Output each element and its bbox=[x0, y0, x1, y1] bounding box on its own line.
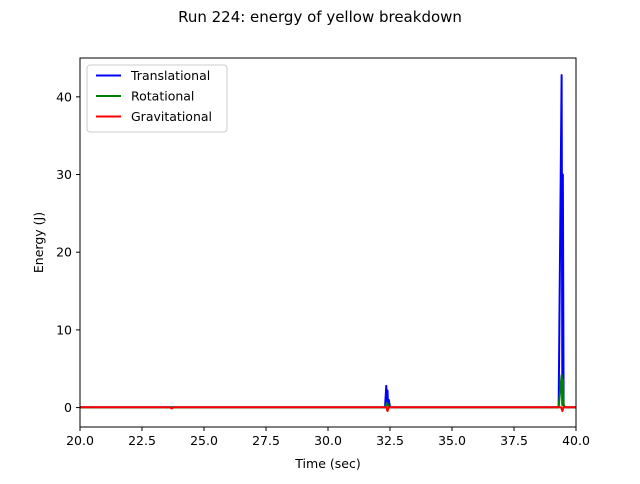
y-tick-label: 30 bbox=[56, 167, 72, 182]
y-axis: 0 10 20 30 40 bbox=[56, 89, 80, 415]
x-tick-label: 37.5 bbox=[500, 433, 528, 448]
y-tick-label: 0 bbox=[64, 400, 72, 415]
y-axis-label: Energy (J) bbox=[31, 212, 46, 273]
y-tick-label: 40 bbox=[56, 89, 72, 104]
legend: Translational Rotational Gravitational bbox=[86, 64, 228, 133]
x-tick-label: 30.0 bbox=[314, 433, 342, 448]
y-tick-label: 10 bbox=[56, 322, 72, 337]
legend-box bbox=[86, 64, 228, 133]
series-layer bbox=[80, 74, 576, 413]
x-tick-label: 32.5 bbox=[376, 433, 404, 448]
series-line-2 bbox=[80, 405, 576, 413]
y-tick-label: 20 bbox=[56, 245, 72, 260]
plot-frame bbox=[79, 57, 577, 428]
x-axis: 20.0 22.5 25.0 27.5 30.0 32.5 35.0 37.5 40.0 bbox=[66, 427, 590, 448]
x-tick-label: 20.0 bbox=[66, 433, 94, 448]
x-tick-label: 22.5 bbox=[128, 433, 156, 448]
x-tick-label: 35.0 bbox=[438, 433, 466, 448]
series-line-1 bbox=[80, 373, 576, 409]
x-tick-label: 40.0 bbox=[562, 433, 590, 448]
legend-label: Gravitational bbox=[131, 109, 212, 124]
chart-title: Run 224: energy of yellow breakdown bbox=[178, 8, 462, 26]
legend-label: Rotational bbox=[131, 89, 194, 104]
x-tick-label: 25.0 bbox=[190, 433, 218, 448]
x-tick-label: 27.5 bbox=[252, 433, 280, 448]
x-axis-label: Time (sec) bbox=[294, 456, 360, 471]
legend-label: Translational bbox=[130, 68, 210, 83]
